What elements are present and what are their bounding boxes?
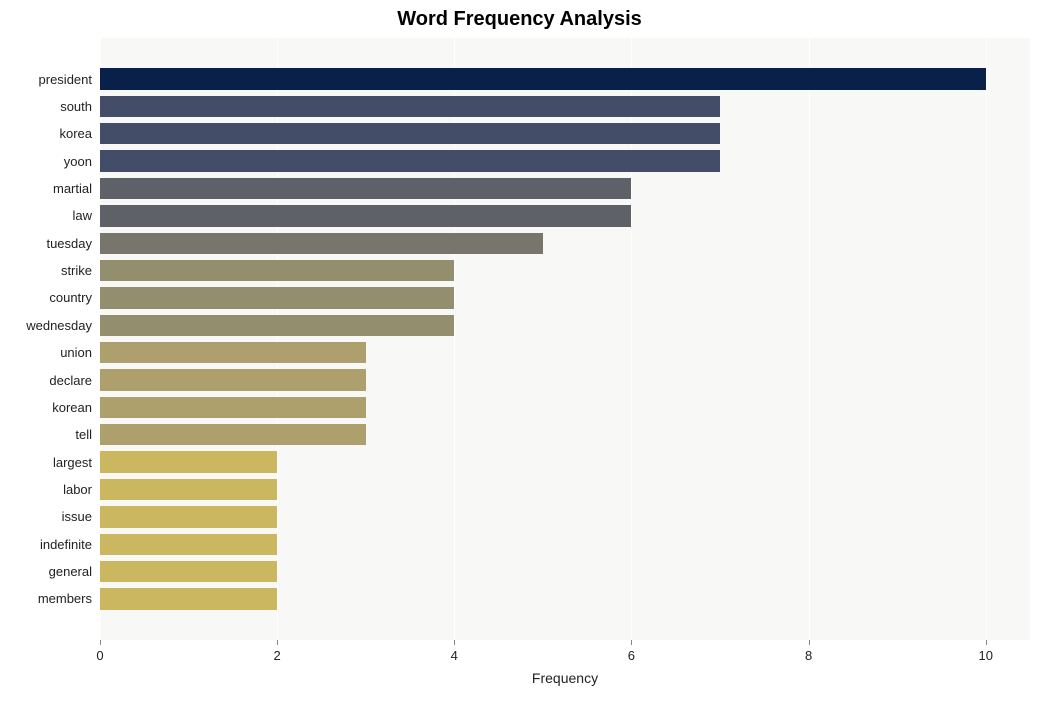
x-tick-mark — [986, 640, 987, 645]
y-tick-label: union — [0, 346, 92, 359]
gridline — [809, 38, 810, 640]
x-tick-mark — [100, 640, 101, 645]
y-tick-label: martial — [0, 182, 92, 195]
y-tick-label: indefinite — [0, 538, 92, 551]
chart-title: Word Frequency Analysis — [0, 8, 1039, 31]
bar — [100, 479, 277, 500]
y-tick-label: issue — [0, 510, 92, 523]
y-tick-label: members — [0, 592, 92, 605]
bar — [100, 369, 366, 390]
y-tick-label: president — [0, 73, 92, 86]
y-tick-label: wednesday — [0, 319, 92, 332]
y-tick-label: tuesday — [0, 237, 92, 250]
bar — [100, 287, 454, 308]
bar — [100, 96, 720, 117]
bar — [100, 588, 277, 609]
x-tick-mark — [277, 640, 278, 645]
bar — [100, 205, 631, 226]
bar — [100, 315, 454, 336]
bar — [100, 451, 277, 472]
x-axis-label: Frequency — [100, 670, 1030, 686]
bar — [100, 534, 277, 555]
figure: Word Frequency Analysis president south ko… — [0, 0, 1039, 701]
bar — [100, 342, 366, 363]
x-tick-label: 2 — [274, 648, 281, 663]
x-tick-label: 0 — [96, 648, 103, 663]
y-tick-label: tell — [0, 428, 92, 441]
y-tick-label: south — [0, 100, 92, 113]
x-tick-label: 6 — [628, 648, 635, 663]
bar — [100, 397, 366, 418]
bar — [100, 424, 366, 445]
y-tick-label: korea — [0, 127, 92, 140]
bar — [100, 260, 454, 281]
x-tick-mark — [631, 640, 632, 645]
bar — [100, 178, 631, 199]
bar — [100, 150, 720, 171]
y-tick-label: largest — [0, 456, 92, 469]
y-tick-label: yoon — [0, 155, 92, 168]
x-tick-label: 4 — [451, 648, 458, 663]
x-tick-label: 10 — [978, 648, 992, 663]
y-tick-label: law — [0, 209, 92, 222]
bar — [100, 233, 543, 254]
y-tick-label: country — [0, 291, 92, 304]
x-tick-mark — [454, 640, 455, 645]
x-tick-label: 8 — [805, 648, 812, 663]
plot-area — [100, 38, 1030, 640]
bar — [100, 123, 720, 144]
y-tick-label: strike — [0, 264, 92, 277]
gridline — [986, 38, 987, 640]
y-tick-label: korean — [0, 401, 92, 414]
y-tick-label: labor — [0, 483, 92, 496]
y-tick-label: declare — [0, 374, 92, 387]
bar — [100, 561, 277, 582]
bar — [100, 506, 277, 527]
bar — [100, 68, 986, 89]
y-tick-label: general — [0, 565, 92, 578]
x-tick-mark — [809, 640, 810, 645]
